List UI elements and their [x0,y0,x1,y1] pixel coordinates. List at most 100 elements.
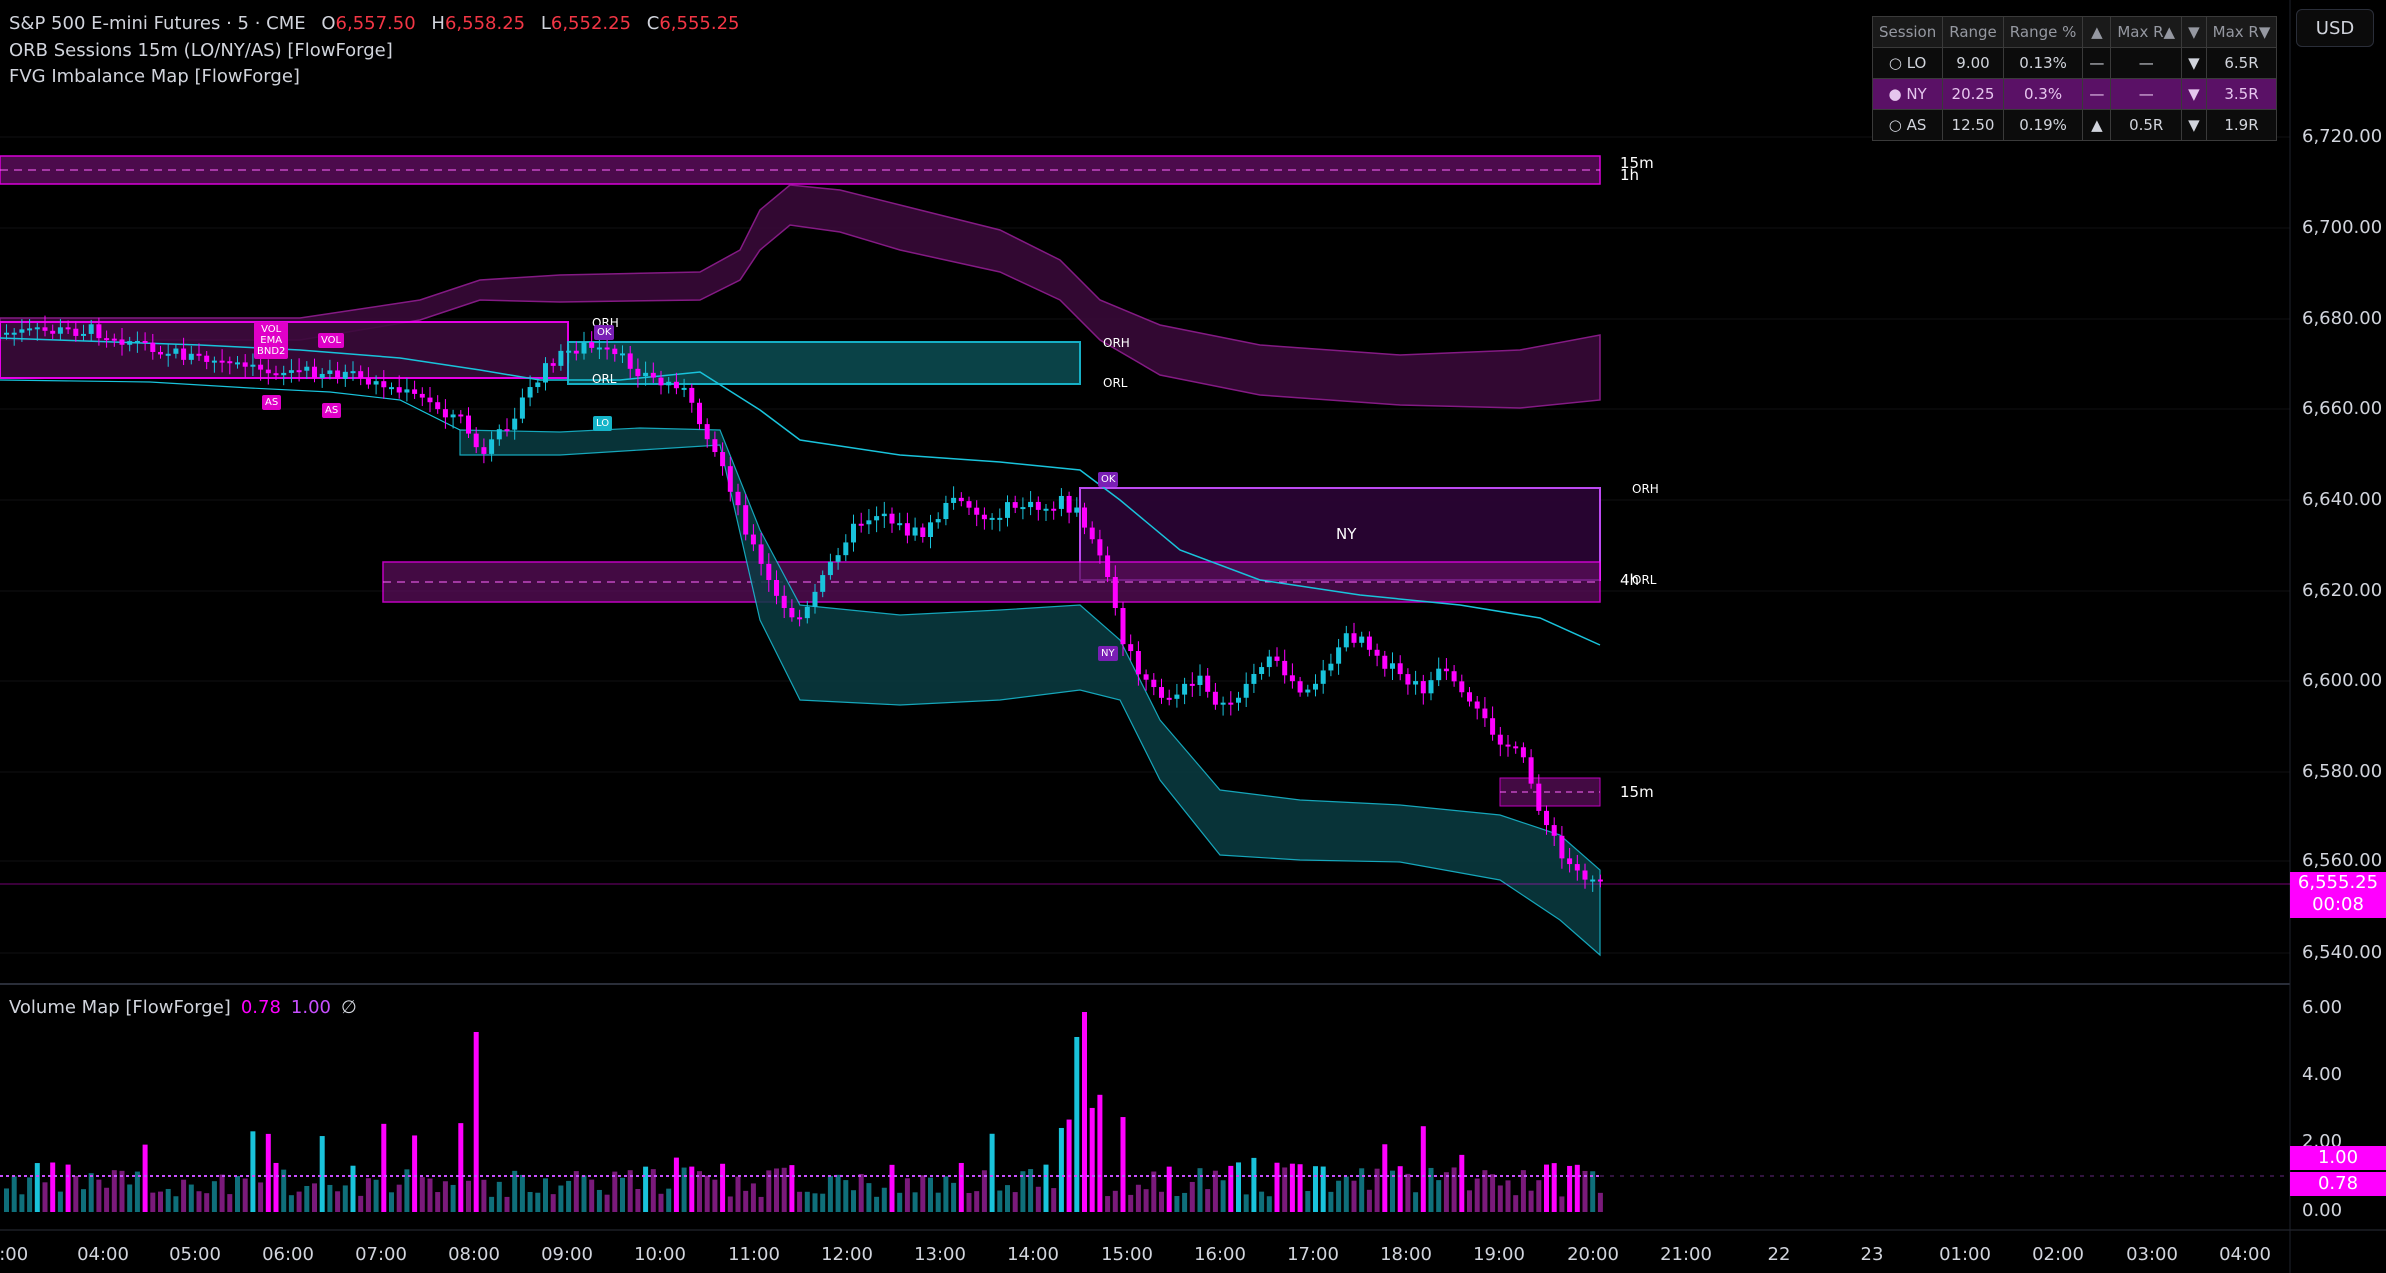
volume-bar [866,1183,872,1212]
current-price-value: 6,555.25 [2297,872,2379,893]
signal-tag-lo: LO [593,416,613,431]
volume-bar [1105,1196,1111,1212]
volume-tick[interactable]: 4.00 [2302,1064,2343,1085]
candle-body [204,355,210,362]
candle-body [935,519,941,523]
price-tick[interactable]: 6,680.00 [2302,308,2383,329]
price-tick[interactable]: 6,560.00 [2302,850,2383,871]
candle-body [1582,870,1588,880]
volume-bar [312,1183,317,1212]
time-tick[interactable]: 19:00 [1473,1244,1525,1265]
candle-body [1567,858,1573,865]
candle-body [527,387,533,398]
candle-body [1382,655,1388,669]
time-tick[interactable]: 20:00 [1567,1244,1619,1265]
time-tick[interactable]: 07:00 [355,1244,407,1265]
volume-bar [481,1179,487,1212]
time-tick[interactable]: 22 [1767,1244,1791,1265]
volume-bar [1058,1127,1064,1212]
time-tick[interactable]: 10:00 [634,1244,686,1265]
candle-body [1320,670,1326,684]
price-tick[interactable]: 6,660.00 [2302,398,2383,419]
time-tick[interactable]: 11:00 [728,1244,780,1265]
candle-body [1135,651,1141,675]
volume-bar [997,1190,1003,1212]
volume-bar [1405,1173,1411,1212]
price-tick[interactable]: 6,640.00 [2302,489,2383,510]
session-max-up: — [2110,47,2183,79]
symbol-legend[interactable]: S&P 500 E-mini Futures · 5 · CME O6,557.… [9,13,740,34]
indicator-legend-fvg[interactable]: FVG Imbalance Map [FlowForge] [9,66,300,87]
symbol-title[interactable]: S&P 500 E-mini Futures · 5 · CME [9,13,306,34]
time-tick[interactable]: 08:00 [448,1244,500,1265]
price-tick[interactable]: 6,600.00 [2302,670,2383,691]
volume-bar [835,1174,841,1212]
candle-body [1420,681,1426,694]
candle-body [258,364,264,370]
candle-body [211,360,217,363]
time-tick[interactable]: 16:00 [1194,1244,1246,1265]
time-tick[interactable]: 23 [1860,1244,1884,1265]
candle-body [581,342,587,354]
session-name: ○ AS [1871,109,1944,141]
price-tick[interactable]: 6,540.00 [2302,942,2383,963]
indicator-legend-orb[interactable]: ORB Sessions 15m (LO/NY/AS) [FlowForge] [9,40,393,61]
session-range: 12.50 [1942,109,2004,141]
volume-bar [19,1194,25,1212]
time-tick[interactable]: 09:00 [541,1244,593,1265]
time-tick[interactable]: 15:00 [1101,1244,1153,1265]
session-max-down: 1.9R [2205,109,2278,141]
candle-body [866,520,872,525]
candle-body [1212,691,1218,705]
time-tick[interactable]: 02:00 [2032,1244,2084,1265]
volume-legend[interactable]: Volume Map [FlowForge] 0.78 1.00 ∅ [9,997,357,1018]
price-tick[interactable]: 6,620.00 [2302,580,2383,601]
time-tick[interactable]: 06:00 [262,1244,314,1265]
volume-title[interactable]: Volume Map [FlowForge] [9,997,231,1018]
time-tick[interactable]: 3:00 [0,1244,29,1265]
time-tick[interactable]: 04:00 [77,1244,129,1265]
time-tick[interactable]: 01:00 [1939,1244,1991,1265]
time-tick[interactable]: 13:00 [914,1244,966,1265]
volume-bar [1559,1196,1565,1212]
price-tick[interactable]: 6,580.00 [2302,761,2383,782]
price-tick[interactable]: 6,720.00 [2302,126,2383,147]
volume-tick[interactable]: 0.00 [2302,1200,2343,1221]
volume-bar [827,1175,833,1212]
currency-button[interactable]: USD [2296,9,2374,47]
candle-body [1205,675,1211,692]
time-tick[interactable]: 14:00 [1007,1244,1059,1265]
volume-bar [1174,1196,1180,1212]
volume-bar [81,1189,86,1212]
time-tick[interactable]: 17:00 [1287,1244,1339,1265]
candle-body [404,389,410,393]
time-tick[interactable]: 18:00 [1380,1244,1432,1265]
candle-body [1467,692,1472,702]
time-tick[interactable]: 03:00 [2126,1244,2178,1265]
volume-bar [88,1173,94,1212]
candle-body [874,516,880,521]
candle-body [735,491,741,506]
price-tick[interactable]: 6,700.00 [2302,217,2383,238]
ohlc-open-key: O [321,13,336,34]
candle-body [466,415,471,434]
volume-bar [250,1131,256,1212]
candle-body [897,523,903,526]
candle-body [535,382,541,388]
time-tick[interactable]: 05:00 [169,1244,221,1265]
candle-body [1266,656,1272,668]
candle-body [219,360,225,363]
time-tick[interactable]: 04:00 [2219,1244,2271,1265]
ohlc-close-key: C [646,13,660,34]
volume-tick[interactable]: 6.00 [2302,997,2343,1018]
time-tick[interactable]: 21:00 [1660,1244,1712,1265]
volume-bar [989,1133,995,1212]
ny-box-label: NY [1336,525,1357,543]
candle-body [1366,636,1372,650]
candle-body [1343,633,1349,648]
header-max-down: Max R▼ [2205,16,2278,48]
time-tick[interactable]: 12:00 [821,1244,873,1265]
candle-body [1397,663,1403,675]
candle-body [412,389,418,394]
